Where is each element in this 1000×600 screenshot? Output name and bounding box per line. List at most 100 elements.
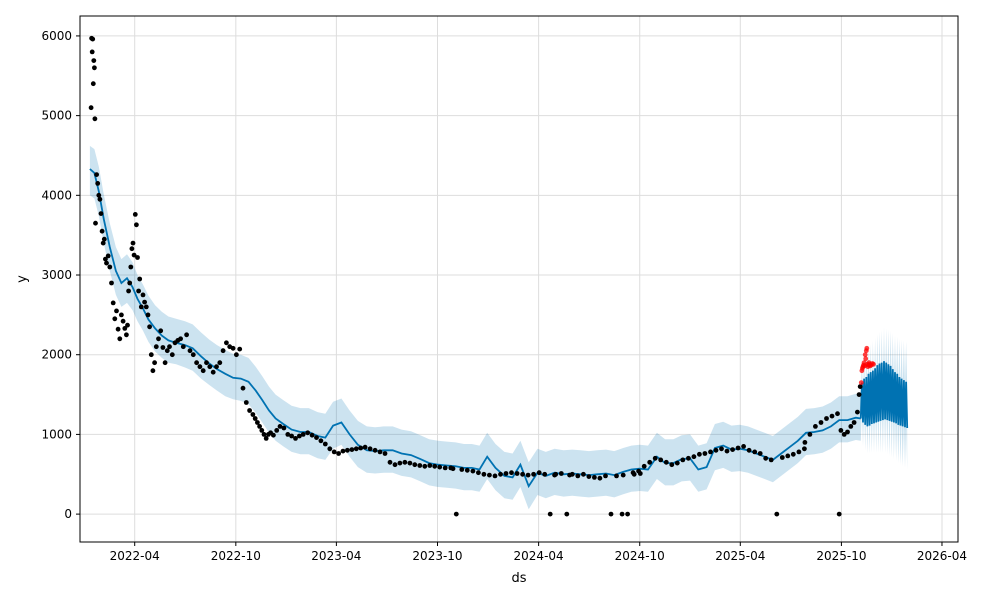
recent-point	[862, 352, 868, 358]
observed-point	[92, 116, 98, 122]
observed-point	[327, 446, 333, 452]
observed-point	[476, 470, 481, 476]
observed-point	[237, 346, 243, 352]
observed-point	[432, 463, 438, 469]
observed-point	[129, 246, 135, 252]
observed-point	[603, 473, 608, 479]
observed-point	[702, 451, 708, 456]
observed-point	[252, 416, 258, 421]
observed-point	[200, 368, 206, 374]
observed-point	[674, 460, 680, 466]
observed-point	[464, 467, 470, 473]
observed-point	[143, 304, 149, 310]
observed-point	[437, 464, 443, 470]
observed-point	[470, 468, 476, 474]
observed-point	[620, 472, 626, 478]
observed-point	[243, 400, 249, 405]
observed-point	[263, 436, 269, 441]
observed-point	[255, 420, 260, 425]
observed-point	[708, 449, 713, 455]
observed-point	[197, 364, 203, 370]
observed-point	[730, 447, 735, 452]
observed-point	[719, 446, 724, 452]
observed-point	[101, 236, 107, 242]
observed-point	[735, 445, 741, 451]
observed-point	[851, 420, 857, 425]
observed-point	[224, 340, 229, 346]
observed-point	[204, 360, 209, 366]
observed-point	[194, 360, 200, 366]
observed-point	[152, 360, 158, 366]
observed-point	[120, 318, 126, 324]
observed-points	[88, 35, 876, 517]
observed-point	[277, 424, 283, 429]
observed-point	[156, 336, 161, 342]
observed-point	[835, 411, 840, 417]
observed-point	[274, 428, 280, 433]
observed-point	[322, 441, 328, 447]
observed-point	[147, 324, 153, 330]
x-tick-label: 2026-04	[917, 549, 967, 563]
uncertainty-band	[89, 145, 861, 510]
observed-point	[392, 462, 398, 468]
observed-point	[97, 196, 103, 202]
observed-point	[314, 435, 319, 440]
observed-point	[829, 413, 835, 419]
observed-point	[542, 471, 548, 477]
observed-point	[487, 472, 492, 478]
observed-point	[836, 511, 842, 517]
observed-point	[100, 240, 106, 246]
axes	[76, 15, 959, 546]
observed-point	[641, 463, 647, 469]
observed-point	[127, 280, 133, 286]
observed-point	[150, 368, 156, 374]
observed-point	[553, 471, 559, 477]
observed-point	[691, 454, 697, 460]
observed-point	[138, 304, 144, 310]
observed-point	[841, 432, 847, 437]
forecast-line	[859, 361, 909, 429]
observed-point	[757, 451, 763, 456]
observed-point	[217, 360, 223, 366]
observed-point	[285, 432, 291, 437]
observed-point	[109, 280, 114, 286]
x-tick-label: 2022-04	[110, 549, 160, 563]
observed-point	[119, 312, 124, 318]
observed-point	[514, 471, 520, 476]
forecast-lines	[89, 168, 909, 489]
observed-point	[104, 260, 109, 266]
uncertainty-band	[860, 327, 908, 470]
observed-point	[180, 344, 186, 350]
observed-point	[592, 475, 597, 480]
y-tick-label: 4000	[41, 188, 72, 202]
observed-point	[387, 459, 393, 465]
observed-point	[247, 408, 253, 413]
observed-point	[95, 181, 101, 186]
observed-point	[397, 460, 403, 466]
observed-point	[586, 474, 592, 479]
observed-point	[112, 316, 118, 322]
observed-point	[697, 451, 702, 457]
observed-point	[134, 222, 139, 228]
observed-point	[785, 453, 791, 459]
observed-point	[663, 459, 669, 465]
observed-point	[297, 433, 302, 439]
observed-point	[631, 471, 637, 477]
observed-point	[377, 449, 383, 455]
observed-point	[608, 511, 614, 517]
recent-point	[864, 345, 870, 351]
observed-point	[625, 511, 630, 517]
observed-point	[103, 256, 108, 262]
observed-point	[459, 467, 465, 472]
observed-point	[114, 308, 119, 314]
observed-point	[234, 352, 239, 358]
observed-point	[331, 449, 337, 455]
observed-point	[509, 470, 514, 476]
observed-point	[855, 409, 860, 415]
observed-point	[336, 451, 341, 456]
observed-point	[824, 416, 829, 421]
observed-point	[92, 65, 97, 71]
observed-point	[125, 322, 130, 328]
x-tick-label: 2024-10	[615, 549, 665, 563]
